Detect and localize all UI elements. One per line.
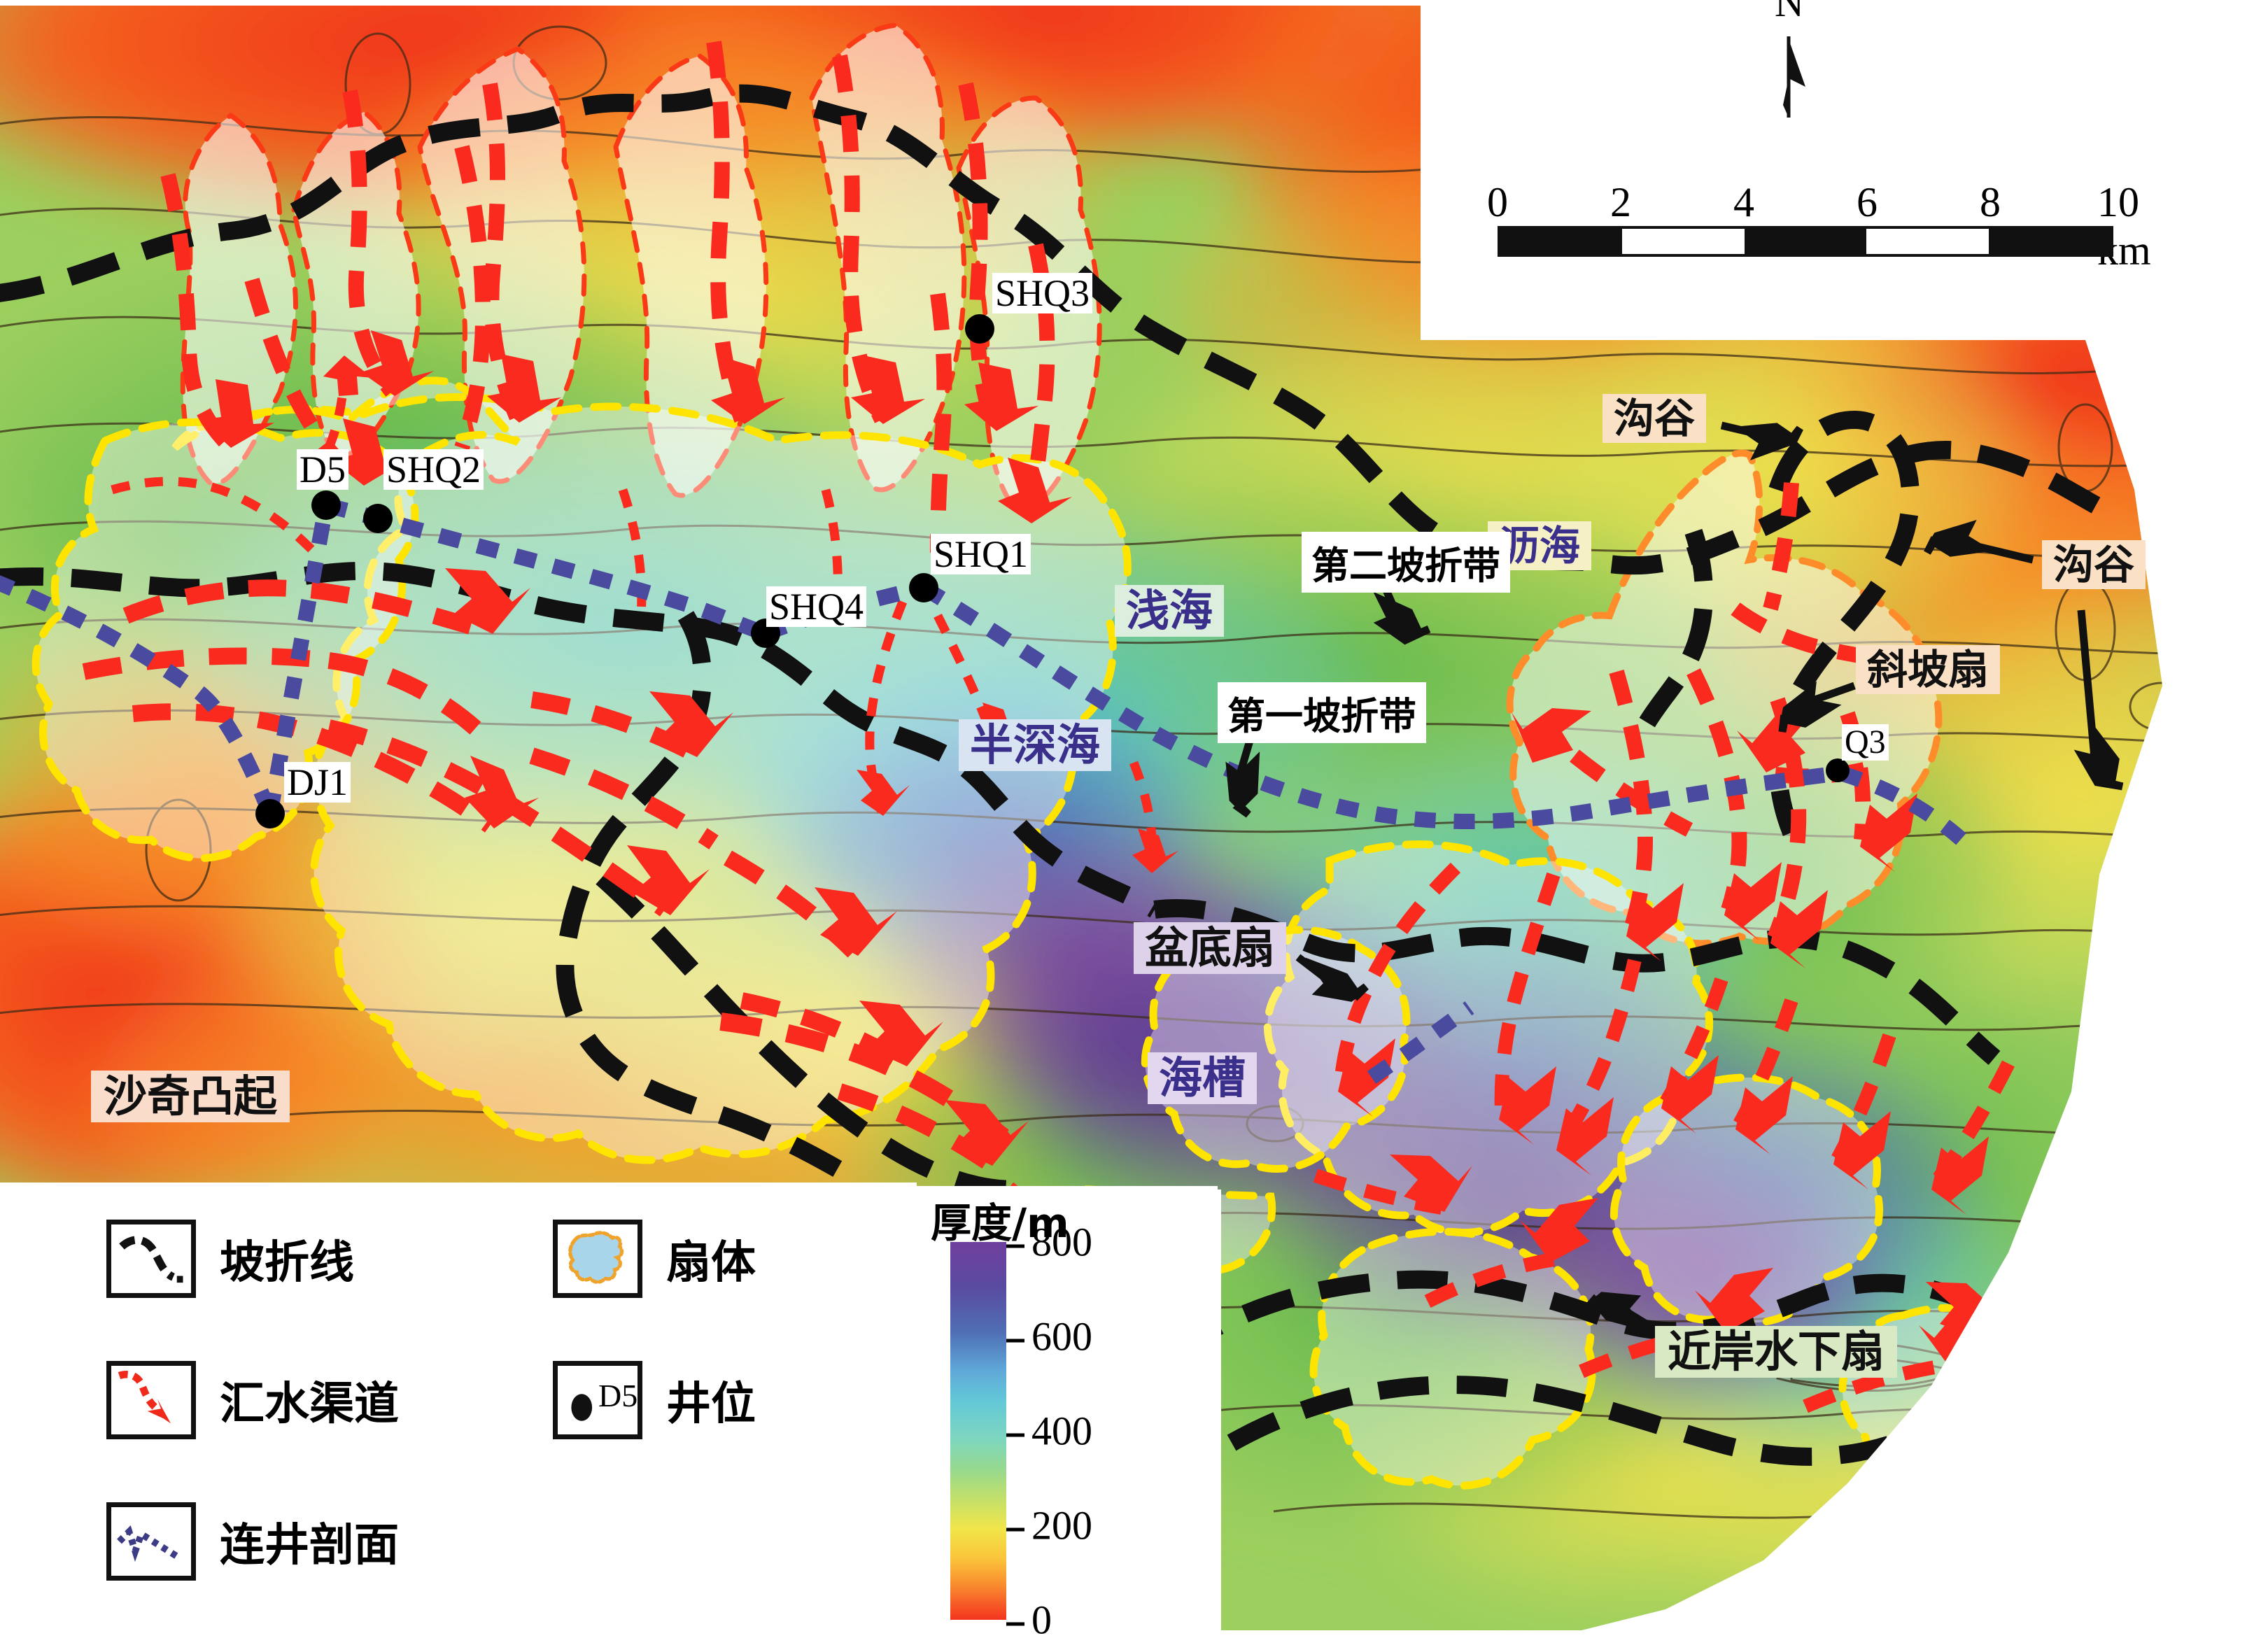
well-label-shq3: SHQ3 [992,273,1093,313]
facies-label-gully-2: 沟谷 [2042,540,2146,589]
map-legend: 坡折线 扇体 汇水渠道 [0,1186,917,1652]
scale-tick-6: 6 [1857,179,1878,225]
well-dot-shq3[interactable] [965,314,994,344]
facies-label-qianhai: 浅海 [1115,585,1225,637]
well-dot-dj1[interactable] [255,799,285,828]
legend-item-drainage-channel: 汇水渠道 [106,1361,399,1439]
facies-label-slope-fan: 斜坡扇 [1856,645,2001,694]
well-dot-q3[interactable] [1826,758,1850,782]
well-label-dj1: DJ1 [284,762,351,803]
colorbar-tick-400: 400 [1006,1408,1092,1455]
colorbar-tick-600: 600 [1006,1313,1092,1360]
well-dot-shq1[interactable] [909,573,938,602]
scale-bar-graphic [1498,226,2113,257]
legend-well-sample-name: D5 [598,1378,638,1413]
scale-bar: 0 2 4 6 8 10 km [1487,178,2151,274]
legend-symbol-slope-break-line [106,1220,196,1298]
legend-label-well-location: 井位 [666,1378,756,1430]
legend-label-slope-break-line: 坡折线 [220,1237,354,1289]
callout-second-slope-break-belt: 第二坡折带 [1302,532,1510,593]
scale-tick-0: 0 [1487,179,1508,225]
colorbar-gradient [950,1242,1006,1620]
callout-first-slope-break-belt: 第一坡折带 [1218,682,1426,743]
well-dot-d5[interactable] [311,490,341,520]
legend-symbol-well-tie-section [106,1502,196,1581]
legend-symbol-well-location: D5 [553,1361,642,1439]
facies-label-nearshore-subaqueous-fan: 近岸水下扇 [1655,1326,1898,1378]
legend-item-slope-break-line: 坡折线 [106,1220,354,1298]
facies-label-banshenhai: 半深海 [959,719,1112,771]
scale-tick-2: 2 [1610,179,1631,225]
legend-symbol-drainage-channel [106,1361,196,1439]
north-label: N [1775,0,1804,25]
facies-label-pendishan: 盆底扇 [1134,922,1287,974]
colorbar-tick-200: 200 [1006,1502,1092,1549]
scale-tick-4: 4 [1733,179,1754,225]
well-label-d5: D5 [297,449,348,490]
well-dot-shq2[interactable] [363,504,393,533]
well-label-shq4: SHQ4 [766,586,867,627]
legend-item-well-location: D5 井位 [553,1361,756,1439]
legend-label-fan-body: 扇体 [666,1237,756,1289]
legend-symbol-fan-body [553,1220,642,1298]
thickness-colorbar: 厚度/m 800 600 400 200 0 [917,1186,1218,1652]
colorbar-tick-0: 0 [1006,1597,1052,1644]
facies-label-shaqi-uplift: 沙奇凸起 [91,1071,290,1122]
north-arrow-icon [1783,36,1805,118]
scale-tick-8: 8 [1980,179,2001,225]
facies-label-haicao: 海槽 [1148,1052,1258,1104]
well-label-shq1: SHQ1 [931,534,1031,574]
legend-item-well-tie-section: 连井剖面 [106,1502,399,1581]
well-label-q3: Q3 [1842,724,1889,761]
compass-and-scale-panel [1421,0,2261,340]
legend-item-fan-body: 扇体 [553,1220,756,1298]
drainage-channels [82,41,2077,1413]
well-label-shq2: SHQ2 [383,449,484,490]
legend-label-drainage-channel: 汇水渠道 [220,1378,399,1430]
colorbar-ticks: 800 600 400 200 0 [1006,1220,1202,1643]
legend-label-well-tie-section: 连井剖面 [220,1520,399,1572]
facies-label-gully-1: 沟谷 [1603,394,1707,443]
scale-bar-ticks: 0 2 4 6 8 10 km [1487,178,2151,274]
colorbar-tick-800: 800 [1006,1219,1092,1266]
